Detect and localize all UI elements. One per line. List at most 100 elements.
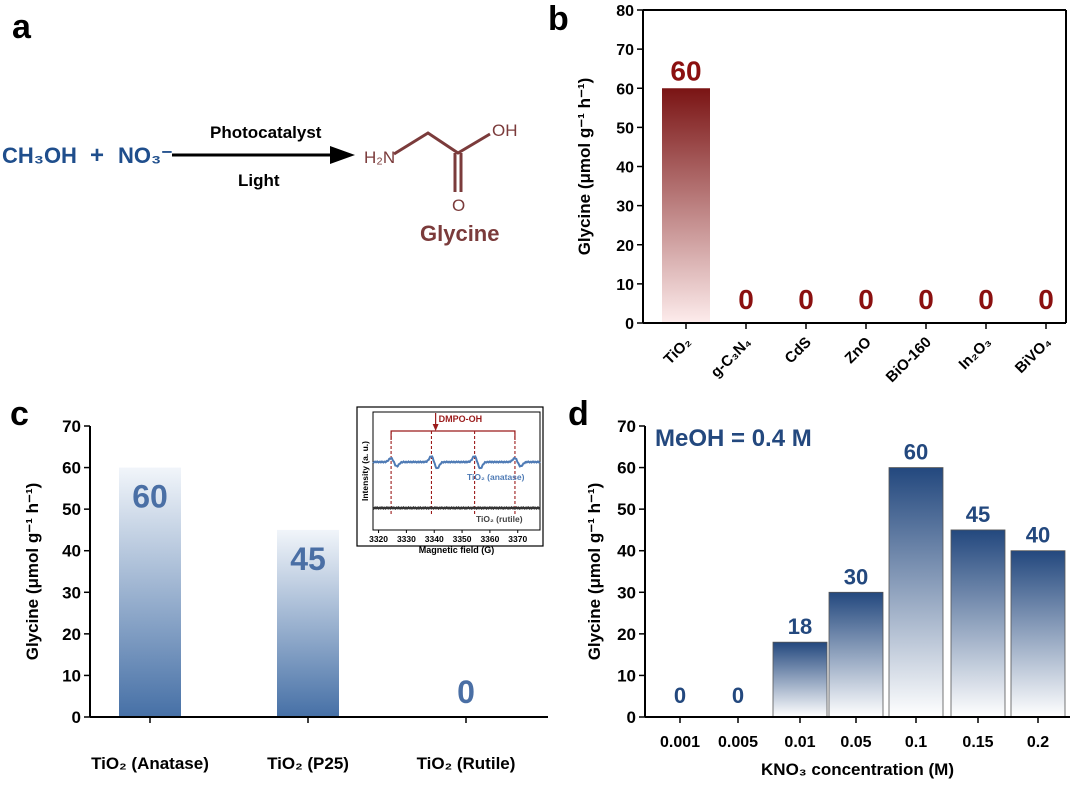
inset-annotation: DMPO-OH xyxy=(439,414,483,424)
bar-value-label: 0 xyxy=(674,683,686,708)
chart-panel-c: 60 45 0 0 10 20 30 40 50 60 70 TiO₂ (Anatase) TiO₂ (… xyxy=(23,406,548,773)
x-tick-label: TiO₂ xyxy=(661,334,695,368)
bar-TiO₂ (P25) xyxy=(277,529,339,717)
product-label-glycine: Glycine xyxy=(420,221,499,246)
y-tick-label: 40 xyxy=(616,160,634,177)
y-axis-label: Glycine (μmol g⁻¹ h⁻¹) xyxy=(23,483,42,661)
y-tick-label: 70 xyxy=(62,417,81,436)
panel-letter-d: d xyxy=(568,395,589,433)
y-tick-label: 70 xyxy=(617,417,636,436)
glycine-bonds xyxy=(393,131,491,156)
y-tick-label: 70 xyxy=(616,42,634,59)
inset-x-tick-label: 3350 xyxy=(453,534,472,544)
plus-sign: + xyxy=(90,142,104,169)
y-axis-label: Glycine (μmol g⁻¹ h⁻¹) xyxy=(585,483,604,661)
bar-0.1 xyxy=(888,467,944,718)
x-tick-label: In₂O₃ xyxy=(956,334,995,373)
inset-x-tick-label: 3330 xyxy=(397,534,416,544)
y-tick-label: 0 xyxy=(625,316,634,333)
x-tick-label: g-C₃N₄ xyxy=(708,334,755,381)
y-tick-label: 50 xyxy=(616,120,634,137)
inset-frame xyxy=(356,406,544,547)
bar-value-label: 60 xyxy=(132,479,168,515)
y-tick-label: 50 xyxy=(62,500,81,519)
x-tick-label: BiVO₄ xyxy=(1012,334,1055,377)
x-tick-label: 0.1 xyxy=(905,734,927,751)
y-tick-label: 30 xyxy=(617,583,636,602)
bar-0.2 xyxy=(1010,550,1066,718)
inset-plot-area xyxy=(372,411,541,531)
bar-value-label: 0 xyxy=(798,284,814,315)
y-tick-label: 0 xyxy=(72,708,81,727)
bar-value-label: 0 xyxy=(732,683,744,708)
bar-value-label: 60 xyxy=(670,55,701,86)
inset-x-tick-label: 3320 xyxy=(369,534,388,544)
bar-value-label: 45 xyxy=(966,502,990,527)
x-tick-label: 0.15 xyxy=(962,734,993,751)
inset-series-label: TiO₂ (rutile) xyxy=(476,514,523,524)
bar-value-label: 18 xyxy=(788,614,812,639)
y-tick-label: 30 xyxy=(616,199,634,216)
y-tick-label: 20 xyxy=(62,625,81,644)
inset-series-line xyxy=(372,455,541,470)
annotation-meoh: MeOH = 0.4 M xyxy=(655,425,812,452)
arrow-label-photocatalyst: Photocatalyst xyxy=(210,123,322,142)
bar-value-label: 30 xyxy=(844,564,868,589)
bar-value-label: 0 xyxy=(1038,284,1054,315)
reactant-nitrate: NO₃⁻ xyxy=(118,143,173,168)
panel-letter-a: a xyxy=(12,8,32,46)
bar-value-label: 0 xyxy=(918,284,934,315)
inset-series-line xyxy=(372,505,541,511)
y-tick-label: 0 xyxy=(627,708,636,727)
chart-panel-b: 60 0 0 0 0 0 0 0 10 20 30 40 50 60 70 80 TiO₂ g-C₃N₄ CdS Zn… xyxy=(575,3,1067,386)
y-tick-label: 20 xyxy=(617,625,636,644)
reaction-arrow-head xyxy=(330,146,355,164)
x-tick-label: TiO₂ (P25) xyxy=(267,754,349,773)
x-tick-label: TiO₂ (Anatase) xyxy=(91,754,209,773)
inset-x-label: Magnetic field (G) xyxy=(419,545,495,555)
inset-y-label: Intensity (a. u.) xyxy=(360,441,370,501)
dmpo-bracket xyxy=(390,430,516,440)
bar-value-label: 0 xyxy=(978,284,994,315)
panel-a-reaction-scheme: a CH₃OH + NO₃⁻ Photocatalyst Light H₂N O… xyxy=(2,8,518,246)
bar-value-label: 60 xyxy=(904,440,928,465)
bar-value-label: 45 xyxy=(290,541,326,577)
inset-x-tick-label: 3370 xyxy=(508,534,527,544)
y-tick-label: 60 xyxy=(617,459,636,478)
y-tick-label: 30 xyxy=(62,583,81,602)
panel-letter-b: b xyxy=(548,0,569,38)
arrow-label-light: Light xyxy=(238,171,280,190)
y-tick-label: 10 xyxy=(616,277,634,294)
bar-value-label: 0 xyxy=(457,674,475,710)
x-tick-label: ZnO xyxy=(842,334,875,367)
y-tick-label: 60 xyxy=(616,81,634,98)
y-tick-label: 10 xyxy=(62,666,81,685)
x-axis-label: KNO₃ concentration (M) xyxy=(761,760,954,779)
bar-value-label: 0 xyxy=(738,284,754,315)
bar-value-label: 40 xyxy=(1026,523,1050,548)
y-tick-label: 20 xyxy=(616,238,634,255)
annotation-arrow-head xyxy=(432,424,439,431)
bar-value-label: 0 xyxy=(858,284,874,315)
panel-letter-c: c xyxy=(10,395,29,433)
x-tick-label: 0.2 xyxy=(1027,734,1049,751)
y-tick-label: 50 xyxy=(617,500,636,519)
bar-0.05 xyxy=(828,591,884,718)
reactant-methanol: CH₃OH xyxy=(2,143,77,168)
x-tick-label: 0.01 xyxy=(784,734,815,751)
x-tick-label: CdS xyxy=(782,334,815,367)
x-tick-label: BiO-160 xyxy=(883,334,935,386)
y-tick-label: 40 xyxy=(62,542,81,561)
glycine-oxygen: O xyxy=(452,196,465,215)
x-tick-label: TiO₂ (Rutile) xyxy=(417,754,516,773)
y-tick-label: 40 xyxy=(617,542,636,561)
y-tick-label: 60 xyxy=(62,459,81,478)
inset-x-tick-label: 3360 xyxy=(480,534,499,544)
inset-series-label: TiO₂ (anatase) xyxy=(467,472,525,482)
glycine-amine: H₂N xyxy=(364,148,395,167)
chart-panel-d: 0 0 18 30 60 45 40 0 10 20 30 40 50 60 70 0.001 0.005 0.0… xyxy=(585,417,1070,779)
glycine-hydroxyl: OH xyxy=(492,121,518,140)
bar-TiO₂ xyxy=(662,88,710,323)
y-tick-label: 80 xyxy=(616,3,634,20)
y-axis-label: Glycine (μmol g⁻¹ h⁻¹) xyxy=(575,78,594,256)
